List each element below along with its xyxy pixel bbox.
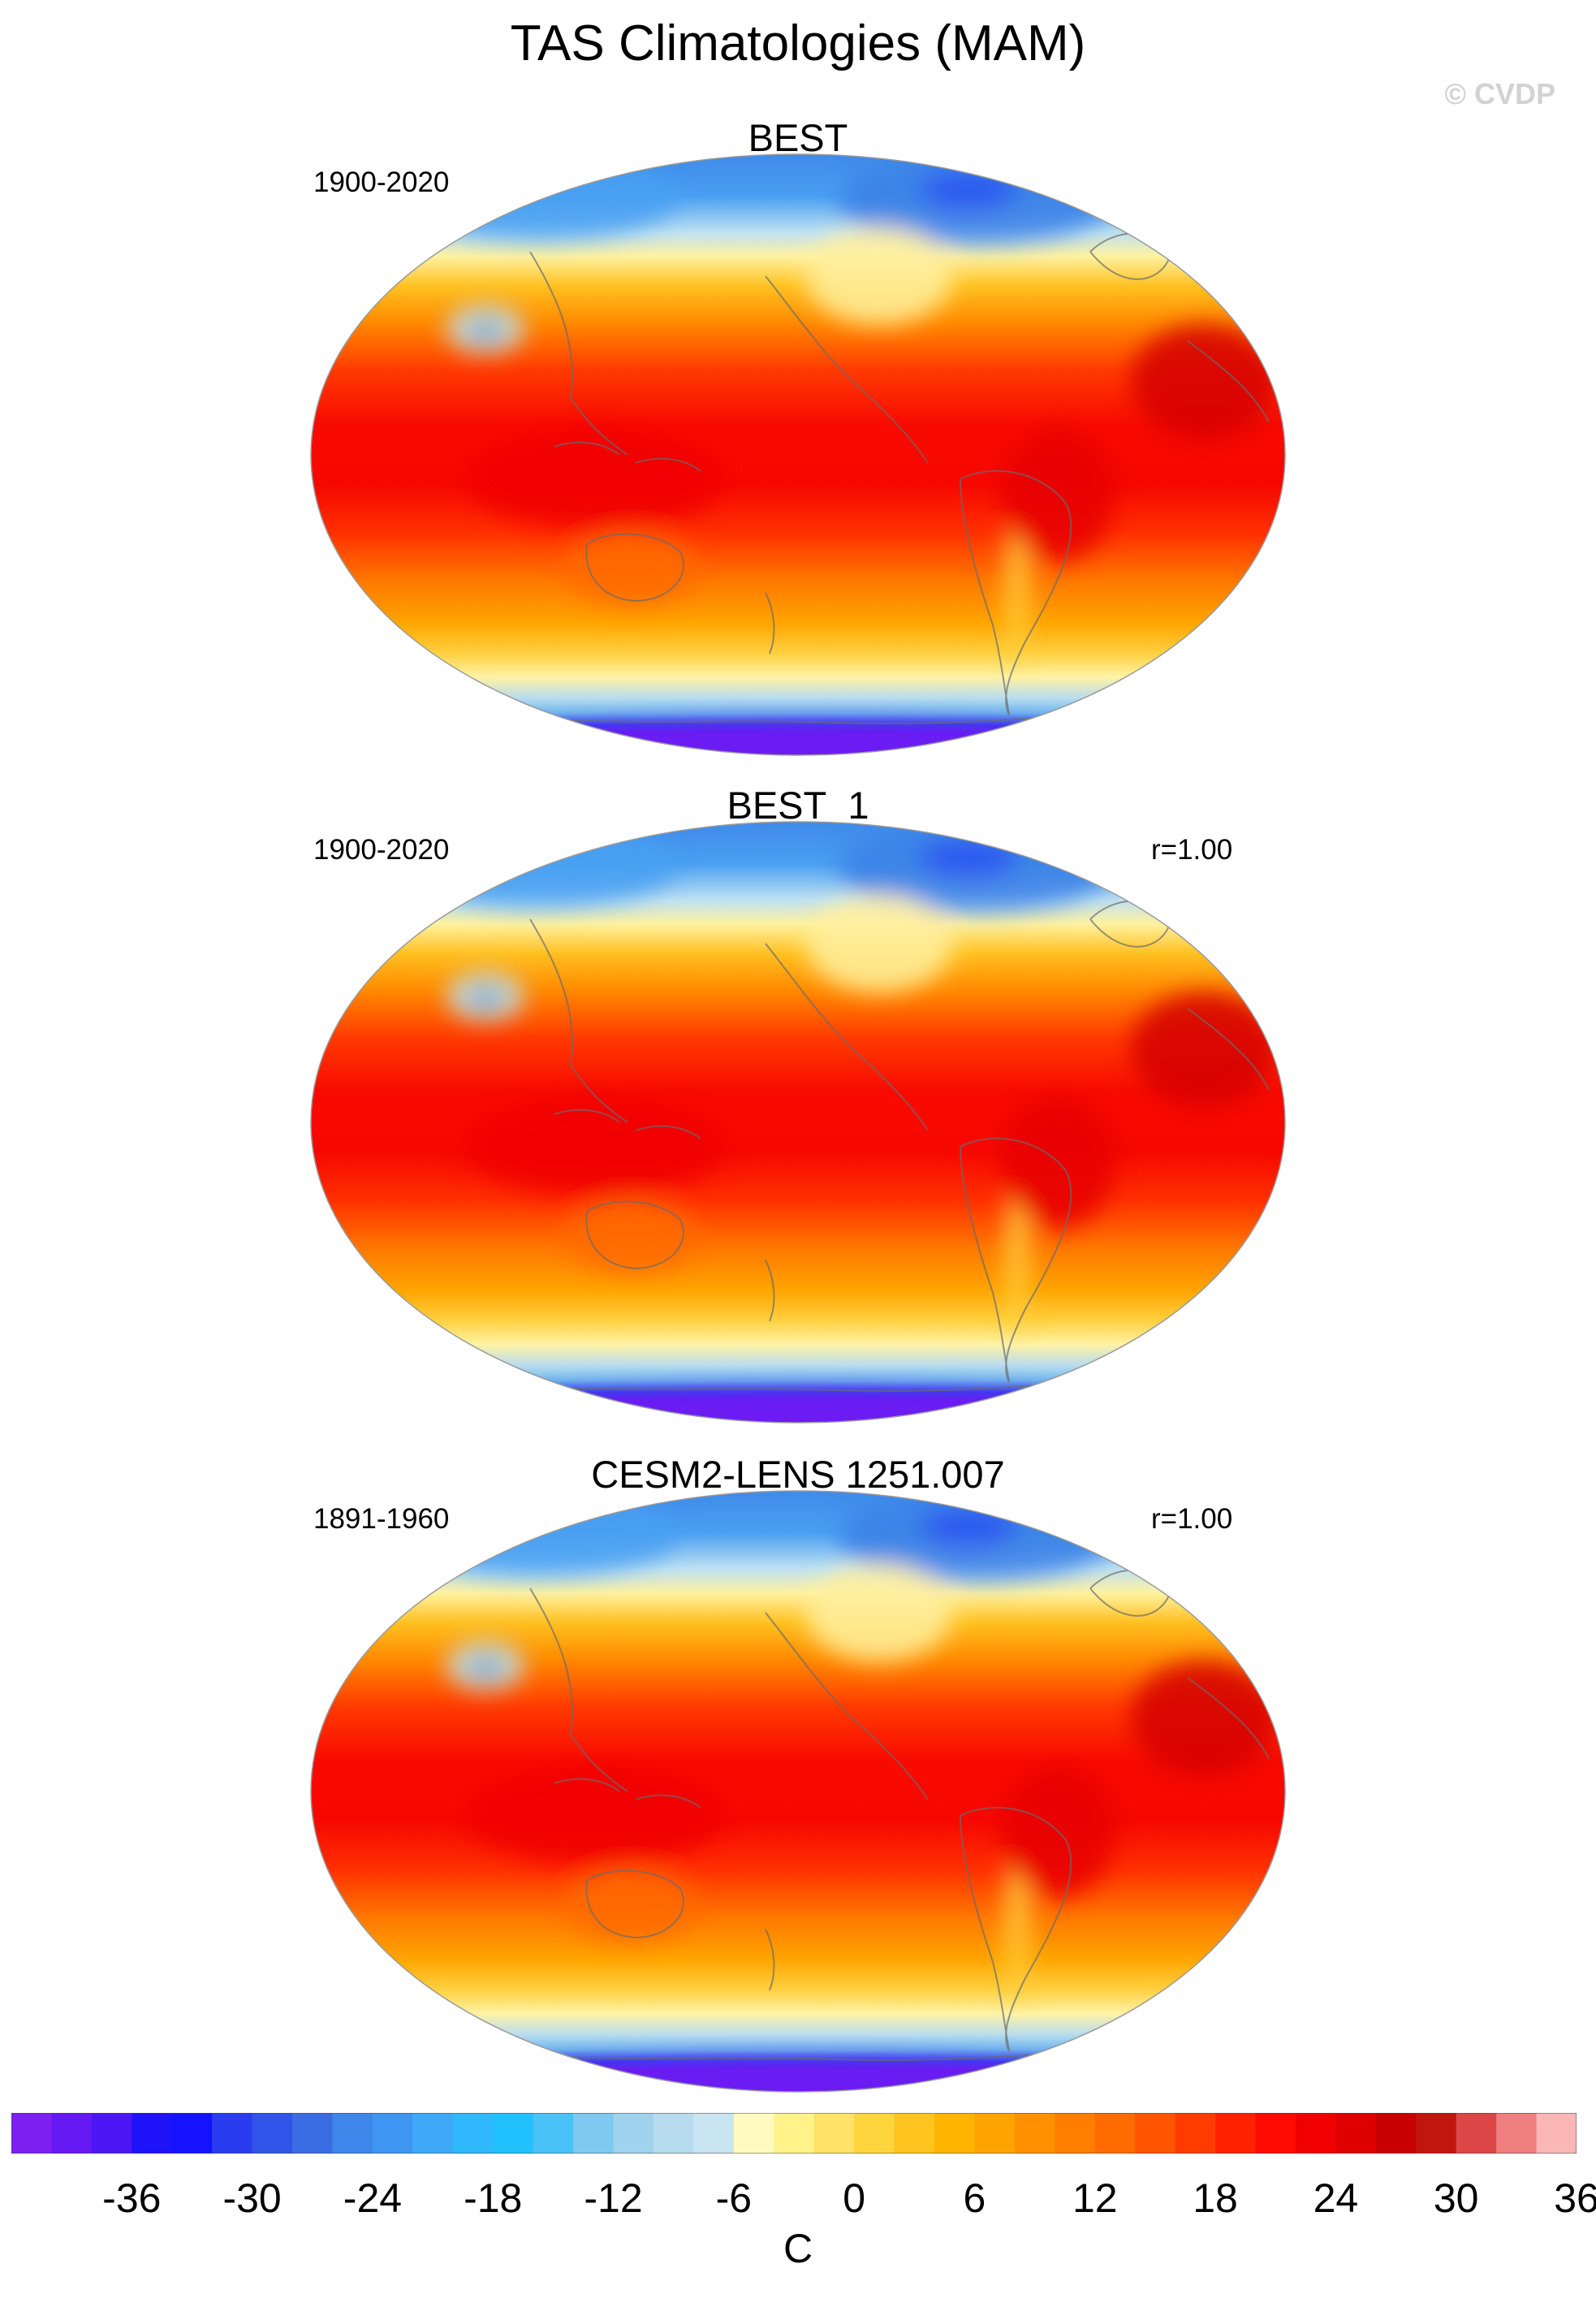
panel-3-correlation: r=1.00: [1151, 1503, 1233, 1535]
map-border: [310, 153, 1286, 756]
panel-2-title: BEST_1: [727, 784, 869, 827]
colorbar-swatch: [1375, 2113, 1417, 2154]
colorbar-swatch: [693, 2113, 735, 2154]
colorbar-unit: C: [783, 2226, 813, 2271]
map-border: [310, 1490, 1286, 2093]
colorbar-swatch: [1135, 2113, 1176, 2154]
colorbar-tick-label: 30: [1433, 2175, 1479, 2221]
panel-3-title: CESM2-LENS 1251.007: [591, 1453, 1005, 1496]
colorbar-tick-label: 6: [963, 2175, 986, 2221]
panel-1-period: 1900-2020: [313, 166, 450, 198]
temperature-field: [311, 822, 1285, 1423]
colorbar-swatch: [1536, 2113, 1577, 2154]
panel-2-correlation: r=1.00: [1151, 834, 1233, 866]
colorbar-swatch: [412, 2113, 454, 2154]
colorbar-swatch: [774, 2113, 815, 2154]
colorbar-swatch: [252, 2113, 293, 2154]
map-border: [310, 821, 1286, 1424]
colorbar-swatch: [332, 2113, 373, 2154]
colorbar-swatch: [854, 2113, 895, 2154]
colorbar-swatch: [1416, 2113, 1457, 2154]
colorbar-swatch: [733, 2113, 774, 2154]
colorbar-tick-label: 12: [1072, 2175, 1118, 2221]
colorbar-swatch: [813, 2113, 855, 2154]
colorbar-swatch: [573, 2113, 615, 2154]
coastlines: [489, 900, 1270, 1392]
colorbar-swatch: [91, 2113, 132, 2154]
colorbar-tick-label: 18: [1193, 2175, 1238, 2221]
colorbar-swatch: [1335, 2113, 1377, 2154]
colorbar-tick-label: -12: [584, 2175, 643, 2221]
panel-2-period: 1900-2020: [313, 834, 450, 866]
colorbar-swatch: [1094, 2113, 1136, 2154]
colorbar-swatch: [1215, 2113, 1257, 2154]
figure-title: TAS Climatologies (MAM): [510, 15, 1086, 71]
colorbar-swatch: [1456, 2113, 1497, 2154]
colorbar-swatch: [533, 2113, 574, 2154]
colorbar-swatch: [1055, 2113, 1096, 2154]
colorbar: [11, 2113, 1577, 2154]
colorbar-swatch: [894, 2113, 935, 2154]
temperature-field: [311, 154, 1285, 755]
colorbar-tick-label: 24: [1313, 2175, 1359, 2221]
colorbar-swatch: [934, 2113, 976, 2154]
colorbar-tick-label: -36: [102, 2175, 162, 2221]
colorbar-swatch: [11, 2113, 53, 2154]
colorbar-tick-label: -30: [222, 2175, 282, 2221]
colorbar-swatch: [51, 2113, 93, 2154]
colorbar-swatch: [1496, 2113, 1538, 2154]
colorbar-swatch: [292, 2113, 334, 2154]
panel-3-period: 1891-1960: [313, 1503, 450, 1535]
colorbar-swatch: [212, 2113, 253, 2154]
coastlines: [489, 1569, 1270, 2061]
colorbar-swatch: [1175, 2113, 1216, 2154]
colorbar-swatch: [1295, 2113, 1336, 2154]
colorbar-swatch: [613, 2113, 654, 2154]
colorbar-swatch: [1014, 2113, 1055, 2154]
colorbar-tick-label: 0: [843, 2175, 866, 2221]
panel-2-map: [310, 821, 1286, 1424]
colorbar-tick-labels: -36 -30 -24 -18 -12 -6 0 6 12 18 24 30 36: [11, 2175, 1596, 2231]
panel-3-map: [310, 1490, 1286, 2093]
colorbar-tick-label: -24: [343, 2175, 403, 2221]
colorbar-tick-label: -18: [464, 2175, 523, 2221]
colorbar-swatch: [1255, 2113, 1296, 2154]
panel-1-title: BEST: [748, 116, 848, 159]
panel-1-map: [310, 153, 1286, 756]
colorbar-swatch: [372, 2113, 413, 2154]
colorbar-swatch: [493, 2113, 534, 2154]
colorbar-tick-label: -6: [715, 2175, 753, 2221]
colorbar-swatch: [452, 2113, 494, 2154]
colorbar-tick-label: 36: [1554, 2175, 1596, 2221]
colorbar-swatch: [132, 2113, 173, 2154]
cvdp-watermark: © CVDP: [1444, 77, 1555, 110]
colorbar-swatch: [171, 2113, 213, 2154]
colorbar-swatch: [974, 2113, 1016, 2154]
temperature-field: [311, 1491, 1285, 2092]
colorbar-swatch: [653, 2113, 695, 2154]
